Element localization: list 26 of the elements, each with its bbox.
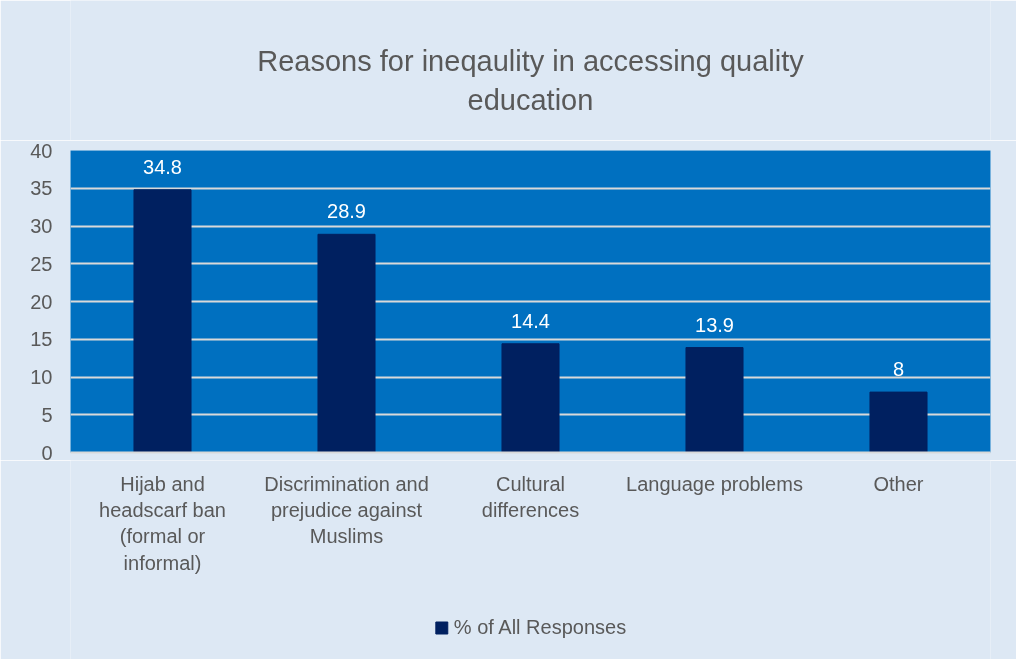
bar [501,343,560,453]
x-tick-label: Language problems [626,472,803,495]
x-tick-label: Other [873,472,924,495]
legend-label: % of All Responses [453,616,627,639]
data-label: 14.4 [511,309,550,332]
y-tick-label: 15 [30,328,53,351]
y-tick-label: 30 [30,215,53,237]
y-tick-label: 35 [30,177,53,200]
y-tick-label: 40 [30,139,53,162]
data-label: 34.8 [143,155,182,178]
data-label: 13.9 [695,313,734,336]
data-label: 28.9 [327,200,366,223]
data-label: 8 [892,358,905,381]
bar [685,347,744,453]
y-tick-label: 20 [30,290,53,313]
y-tick-label: 0 [41,441,53,464]
y-tick-label: 25 [30,252,53,275]
y-tick-label: 5 [41,403,53,426]
y-tick-label: 10 [30,366,53,388]
x-tick-label: Cultural differences [481,472,580,521]
bar [317,233,376,453]
bar [869,391,928,453]
x-tick-label: Discrimination and prejudice against Muslims [264,472,429,548]
bar [133,189,192,453]
chart-title: Reasons for ineqaulity in accessing quality education [257,45,805,116]
x-tick-label: Hijab and headscarf ban (formal or informal) [99,472,226,574]
